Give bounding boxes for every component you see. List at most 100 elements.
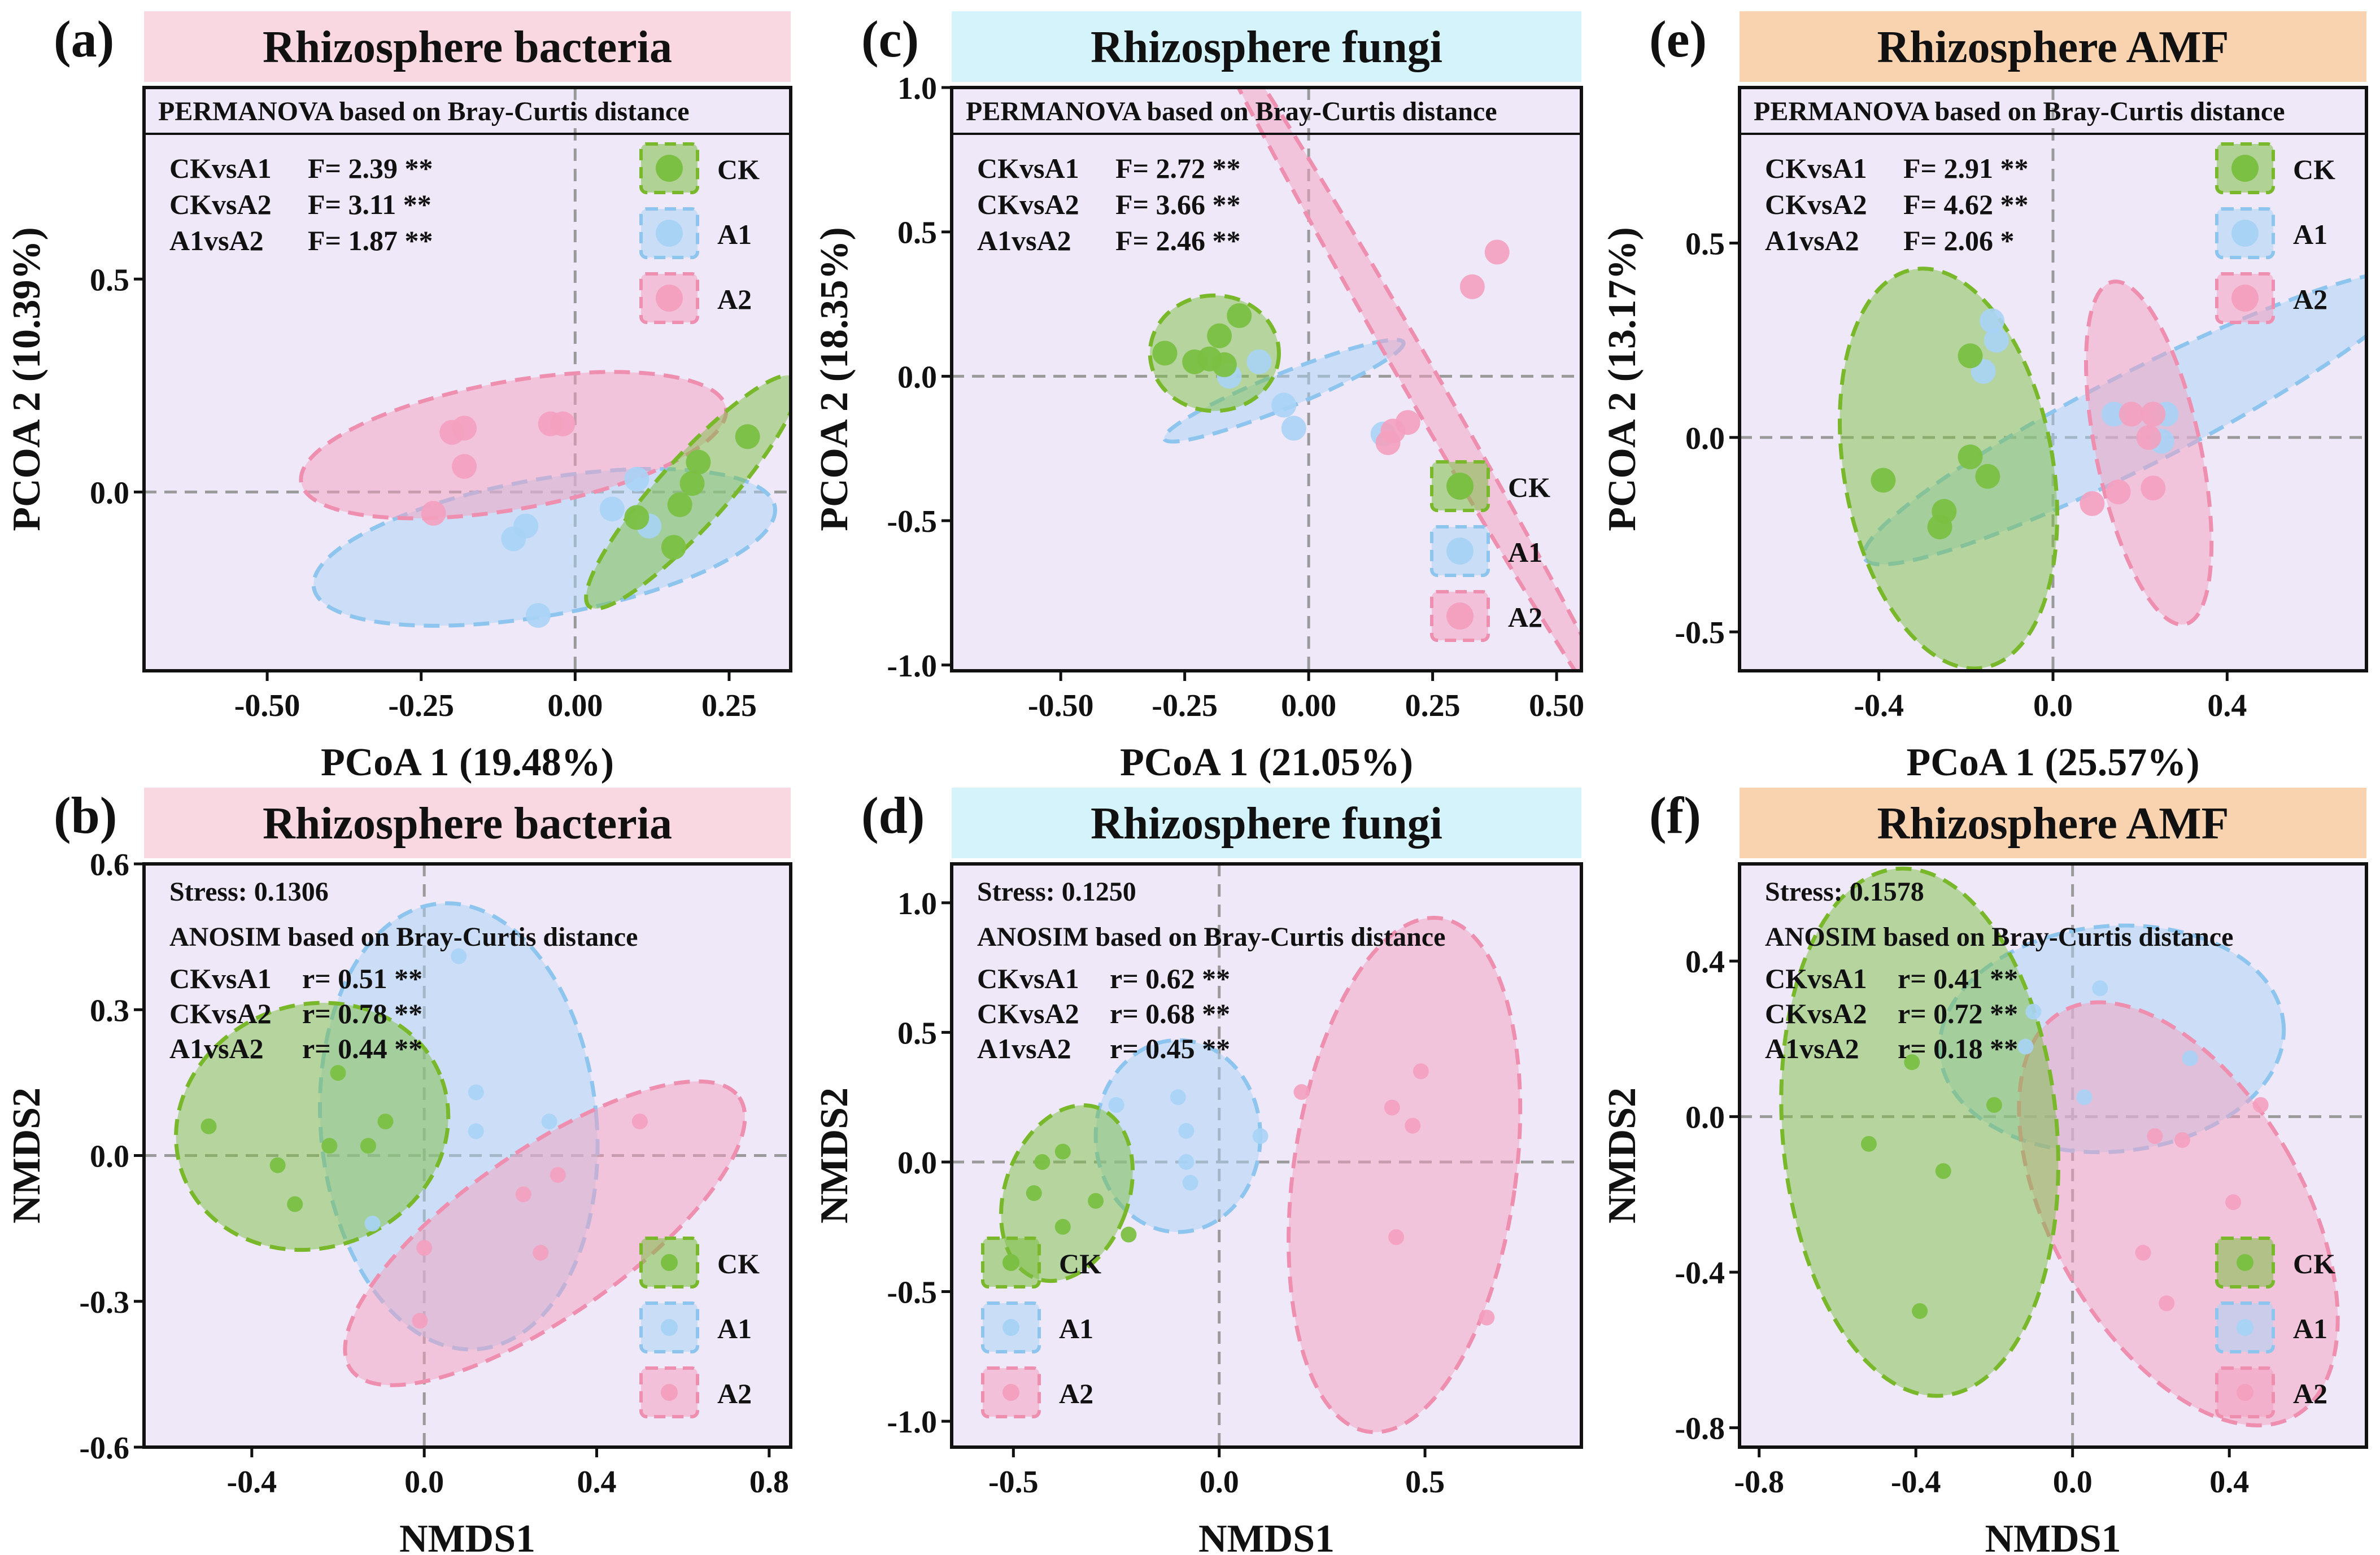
panel-label: (a) (54, 10, 114, 68)
point-ck (1054, 1143, 1071, 1160)
point-a1 (1108, 1097, 1124, 1113)
stat-comparison: A1vsA2 (1765, 1033, 1859, 1064)
stat-value: r= 0.44 ** (302, 1033, 422, 1064)
stat-value: r= 0.51 ** (302, 963, 422, 994)
point-a1 (2182, 1050, 2198, 1067)
point-a2 (2080, 491, 2105, 516)
point-a2 (452, 454, 477, 479)
plot-frame (142, 86, 792, 672)
y-tick-label: -0.5 (887, 1276, 937, 1311)
legend: CK A1 A2 (639, 1237, 760, 1418)
point-a2 (1459, 274, 1485, 299)
legend-marker-a1 (656, 220, 683, 247)
point-a1 (468, 1084, 484, 1100)
point-ck (1054, 1218, 1071, 1235)
stat-value: F= 2.91 ** (1903, 152, 2029, 184)
ellipse-a2 (2084, 279, 2214, 627)
point-ck (321, 1138, 338, 1154)
point-a2 (452, 416, 477, 441)
y-axis-title: PCOA 2 (10.39%) (5, 227, 49, 531)
y-axis-title: NMDS2 (1601, 1087, 1644, 1224)
point-a1 (1178, 1122, 1195, 1139)
x-tick-label: -0.8 (1734, 1465, 1784, 1500)
stat-value: r= 0.78 ** (302, 998, 422, 1029)
legend-label: A2 (1508, 601, 1542, 633)
point-ck (686, 449, 711, 475)
point-ck (377, 1113, 394, 1130)
point-ck (1207, 323, 1232, 348)
point-ck (1182, 349, 1208, 374)
point-ck (1904, 1054, 1920, 1071)
point-a2 (2159, 1295, 2175, 1312)
x-axis-title: NMDS1 (1198, 1517, 1335, 1555)
point-ck (735, 424, 760, 449)
ellipse-a2 (343, 1079, 747, 1387)
plot-area (144, 864, 791, 1447)
legend-label: A2 (1059, 1378, 1093, 1409)
title-banner (144, 11, 791, 82)
point-a2 (2136, 425, 2161, 450)
stat-comparison: CKvsA2 (169, 189, 272, 220)
point-a2 (1375, 430, 1401, 456)
point-a2 (421, 501, 446, 526)
x-tick-label: -0.4 (227, 1465, 277, 1500)
x-tick-label: 0.4 (577, 1465, 617, 1500)
legend-marker-ck (656, 155, 683, 182)
point-a1 (451, 948, 467, 964)
y-tick-label: -0.5 (1675, 615, 1725, 650)
y-tick-label: 0.0 (90, 1139, 129, 1174)
point-a2 (2225, 1194, 2242, 1211)
y-tick-label: 0.0 (90, 475, 129, 510)
legend-label: A1 (1508, 536, 1542, 568)
point-a1 (2017, 1038, 2034, 1055)
point-a2 (1413, 1063, 1429, 1080)
point-ck (1211, 352, 1237, 377)
point-a2 (1384, 1099, 1400, 1116)
stat-comparison: CKvsA1 (1765, 963, 1867, 994)
y-tick-label: 0.5 (1685, 226, 1725, 261)
point-ck (1871, 468, 1896, 493)
legend-marker-ck (2237, 1254, 2253, 1271)
panel-c: -0.50 -0.25 0.00 0.25 0.50 -1.0 -0.5 0.0 0.5 1.0 P… (813, 10, 1584, 784)
point-a2 (2174, 1132, 2190, 1148)
point-a2 (2119, 401, 2144, 427)
legend: CK A1 A2 (2215, 1237, 2335, 1418)
stat-title: ANOSIM based on Bray-Curtis distance (1765, 922, 2233, 952)
point-a1 (2092, 980, 2108, 997)
x-tick-label: 0.8 (749, 1465, 789, 1500)
point-ck (1958, 343, 1983, 369)
point-a1 (2101, 401, 2126, 427)
x-tick-label: 0.00 (1281, 688, 1336, 723)
legend-label: A1 (2293, 219, 2327, 250)
point-a1 (1271, 392, 1297, 418)
x-tick-label: 0.4 (2209, 1465, 2249, 1500)
point-a2 (1293, 1084, 1310, 1100)
stat-comparison: A1vsA2 (169, 1033, 264, 1064)
stat-title: PERMANOVA based on Bray-Curtis distance (1754, 97, 2285, 126)
y-tick-label: 1.0 (897, 886, 937, 921)
point-ck (200, 1118, 217, 1134)
stat-comparison: CKvsA2 (1765, 998, 1867, 1029)
y-tick-label: 0.0 (1685, 1100, 1725, 1135)
plot-frame (950, 86, 1583, 672)
y-tick-label: 0.4 (1685, 945, 1725, 980)
panel-title: Rhizosphere bacteria (263, 23, 672, 72)
point-ck (330, 1065, 346, 1081)
point-a1 (1178, 1154, 1195, 1170)
legend-label: CK (2293, 1248, 2335, 1279)
legend-label: A1 (1059, 1313, 1093, 1344)
panel-a: -0.50 -0.25 0.00 0.25 0.0 0.5 PCoA 1 (19.48%) P… (5, 10, 792, 784)
point-a2 (533, 1244, 549, 1261)
legend-marker-a1 (661, 1319, 678, 1336)
point-ck (1935, 1163, 1951, 1180)
point-a1 (364, 1216, 381, 1232)
legend-marker-ck (1446, 473, 1474, 500)
panel-f: -0.8 -0.4 0.0 0.4 -0.8 -0.4 0.0 0.4 NMDS1 NMDS2 Rh… (1601, 787, 2368, 1555)
x-axis-title: NMDS1 (399, 1517, 535, 1555)
y-axis-title: NMDS2 (813, 1087, 856, 1224)
stat-value: F= 3.66 ** (1115, 189, 1241, 220)
point-a1 (1984, 327, 2009, 353)
plot-frame (1738, 862, 2368, 1449)
legend: CK A1 A2 (1430, 460, 1550, 642)
point-a2 (1479, 1309, 1495, 1326)
